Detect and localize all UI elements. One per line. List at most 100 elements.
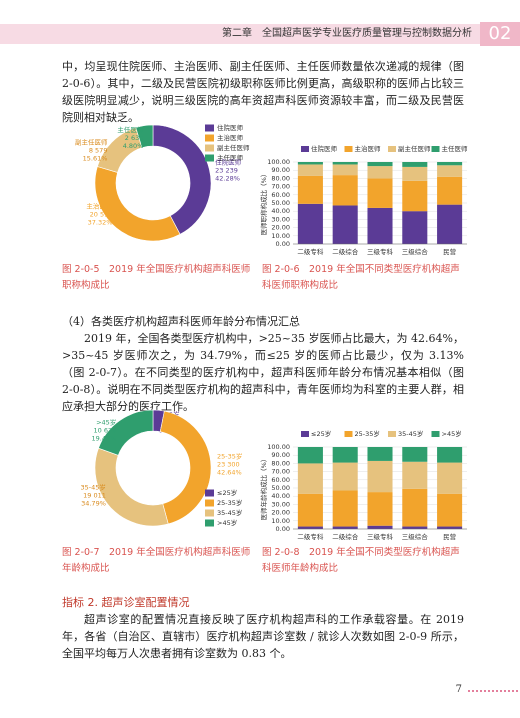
y-tick-label: 30.00 bbox=[271, 215, 290, 223]
legend-swatch bbox=[431, 146, 440, 152]
slice-label: 主任医师 bbox=[117, 125, 143, 134]
legend-swatch bbox=[388, 431, 396, 437]
bar-segment bbox=[437, 447, 463, 463]
legend-swatch bbox=[431, 431, 440, 437]
bar-segment bbox=[297, 162, 323, 165]
legend-label: 主任医师 bbox=[442, 144, 469, 153]
y-tick-label: 50.00 bbox=[271, 199, 290, 207]
x-tick-label: 三级综合 bbox=[402, 532, 429, 541]
bar-segment bbox=[402, 488, 428, 527]
legend-label: 住院医师 bbox=[311, 144, 338, 153]
bar-segment bbox=[367, 178, 393, 208]
y-tick-label: 20.00 bbox=[271, 224, 290, 232]
slice-label: 10 625 bbox=[94, 426, 117, 434]
bar-segment bbox=[332, 164, 358, 176]
bar-segment bbox=[437, 493, 463, 527]
slice-label: 20 515 bbox=[90, 211, 113, 219]
bar-segment bbox=[332, 447, 358, 463]
legend-swatch bbox=[301, 146, 309, 152]
slice-label: 35-45岁 bbox=[81, 482, 106, 491]
bar-segment bbox=[367, 207, 393, 244]
slice-label: >45岁 bbox=[96, 417, 116, 426]
bar-segment bbox=[297, 493, 323, 527]
slice-label: 37.32% bbox=[88, 219, 113, 227]
legend-swatch bbox=[205, 144, 214, 152]
legend-swatch bbox=[205, 154, 214, 162]
donut-slice bbox=[135, 124, 154, 149]
slice-label: 4.80% bbox=[123, 142, 144, 150]
figure-caption: 图 2-0-7 2019 年全国医疗机构超声科医师年龄构成比 bbox=[62, 547, 251, 574]
header-band bbox=[0, 24, 480, 44]
y-axis-title: 医师职称构成比（%） bbox=[259, 171, 268, 236]
bar-segment bbox=[437, 162, 463, 166]
figure-caption: 图 2-0-5 2019 年全国医疗机构超声科医师职称构成比 bbox=[62, 264, 251, 291]
slice-label: 主治医师 bbox=[86, 202, 113, 211]
legend-label: >45岁 bbox=[442, 429, 462, 438]
chart: 0.0010.0020.0030.0040.0050.0060.0070.008… bbox=[259, 429, 467, 541]
legend-swatch bbox=[205, 509, 214, 517]
y-tick-label: 20.00 bbox=[271, 509, 290, 517]
x-tick-label: 二级专科 bbox=[297, 247, 324, 256]
bar-segment bbox=[402, 180, 428, 212]
x-tick-label: 二级专科 bbox=[297, 532, 324, 541]
slice-label: 19.44% bbox=[91, 434, 116, 442]
y-tick-label: 70.00 bbox=[271, 183, 290, 191]
bar-segment bbox=[437, 176, 463, 205]
legend-label: ≤25岁 bbox=[311, 429, 331, 438]
bar-segment bbox=[332, 526, 358, 529]
bar-segment bbox=[402, 447, 428, 462]
paragraph: 2019 年，全国各类型医疗机构中，>25~35 岁医师占比最大，为 42.64… bbox=[62, 332, 464, 413]
x-tick-label: 民营 bbox=[443, 247, 457, 256]
donut-slice bbox=[152, 124, 212, 235]
y-tick-label: 0.00 bbox=[276, 525, 290, 533]
bar-segment bbox=[367, 162, 393, 167]
y-tick-label: 100.00 bbox=[267, 443, 290, 451]
legend-swatch bbox=[205, 134, 214, 142]
legend-label: 35-45岁 bbox=[217, 508, 242, 517]
legend-label: 主治医师 bbox=[355, 144, 382, 153]
bar-segment bbox=[402, 166, 428, 181]
legend-label: 25-35岁 bbox=[355, 429, 380, 438]
bar-segment bbox=[437, 204, 463, 244]
x-tick-label: 三级专科 bbox=[367, 532, 394, 541]
bar-segment bbox=[367, 525, 393, 529]
legend-label: 35-45岁 bbox=[398, 429, 423, 438]
bar-segment bbox=[332, 175, 358, 206]
y-tick-label: 80.00 bbox=[271, 174, 290, 182]
y-tick-label: 60.00 bbox=[271, 476, 290, 484]
legend-swatch bbox=[205, 519, 214, 527]
y-tick-label: 90.00 bbox=[271, 166, 290, 174]
slice-label: 15.61% bbox=[83, 154, 108, 162]
y-tick-label: 10.00 bbox=[271, 232, 290, 240]
slice-label: 8 579 bbox=[89, 146, 108, 154]
bar-segment bbox=[402, 461, 428, 489]
y-tick-label: 60.00 bbox=[271, 191, 290, 199]
header-chapter: 第二章 全国超声医学专业医疗质量管理与控制数据分析 bbox=[222, 28, 472, 39]
slice-label: 25-35岁 bbox=[217, 451, 242, 460]
legend-swatch bbox=[344, 146, 353, 152]
legend-swatch bbox=[344, 431, 353, 437]
bar-segment bbox=[332, 162, 358, 165]
slice-label: 19 011 bbox=[83, 491, 106, 499]
bar-segment bbox=[437, 165, 463, 177]
legend-label: 副主任医师 bbox=[217, 143, 250, 152]
slice-label: 2 638 bbox=[125, 134, 144, 142]
x-tick-label: 三级综合 bbox=[402, 247, 429, 256]
bar-segment bbox=[367, 460, 393, 493]
bar-segment bbox=[367, 447, 393, 461]
slice-label: 42.64% bbox=[217, 468, 242, 476]
slice-label: 副主任医师 bbox=[75, 137, 108, 146]
slice-label: 23 239 bbox=[215, 167, 238, 175]
bar-segment bbox=[402, 526, 428, 529]
donut-slice bbox=[98, 409, 154, 456]
indicator-heading: 指标 2. 超声诊室配置情况 bbox=[62, 596, 190, 609]
legend-label: ≤25岁 bbox=[217, 488, 237, 497]
legend-label: 主治医师 bbox=[217, 133, 244, 142]
bar-segment bbox=[297, 175, 323, 204]
bar-segment bbox=[297, 447, 323, 464]
legend-label: 主任医师 bbox=[217, 153, 244, 162]
donut-slice bbox=[94, 447, 169, 527]
